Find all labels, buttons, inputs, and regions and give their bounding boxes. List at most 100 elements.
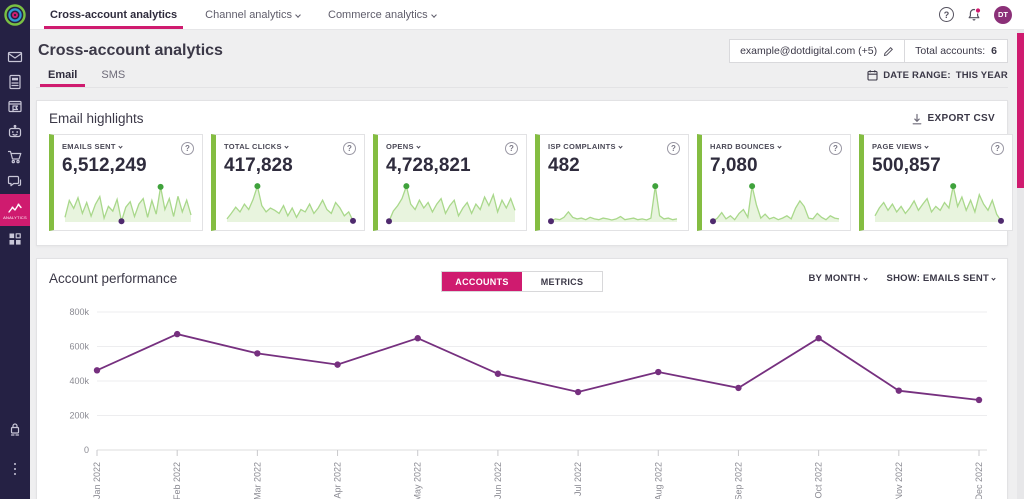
kpi-sparkline-chart [226, 183, 356, 224]
dotdigital-logo-icon[interactable] [0, 0, 30, 30]
sidebar-item-chat[interactable] [0, 169, 30, 194]
svg-text:600k: 600k [69, 342, 89, 352]
help-icon[interactable]: ? [939, 7, 954, 22]
kpi-label-text: HARD BOUNCES [710, 142, 775, 151]
svg-text:800k: 800k [69, 307, 89, 317]
kpi-help-icon[interactable]: ? [505, 142, 518, 155]
account-selector[interactable]: example@dotdigital.com (+5) [730, 40, 904, 62]
kpi-sparkline-chart [64, 183, 192, 225]
svg-text:May 2022: May 2022 [413, 462, 423, 499]
kpi-label-text: TOTAL CLICKS [224, 142, 282, 151]
edit-pencil-icon[interactable] [883, 46, 894, 57]
sidebar-item-analytics[interactable]: ANALYTICS [0, 194, 30, 226]
date-range-label: DATE RANGE: [883, 69, 951, 81]
calendar-icon [867, 70, 878, 81]
section-title-account-performance: Account performance [49, 271, 178, 286]
account-selector-value: example@dotdigital.com (+5) [740, 45, 878, 57]
kpi-card: HARD BOUNCES ? 7,080 [697, 134, 851, 231]
sidebar-item-account[interactable] [0, 409, 30, 449]
total-accounts-label: Total accounts: [915, 45, 986, 57]
kpi-help-icon[interactable]: ? [343, 142, 356, 155]
date-range-selector[interactable]: DATE RANGE: THIS YEAR [867, 69, 1008, 87]
export-csv-button[interactable]: EXPORT CSV [911, 113, 995, 125]
kpi-metric-dropdown[interactable]: OPENS [386, 142, 421, 151]
chevron-down-icon [118, 144, 123, 149]
kpi-sparkline-chart [874, 183, 1004, 224]
dashboards-icon [9, 232, 21, 245]
more-options-icon [14, 463, 16, 475]
tab-label: Cross-account analytics [50, 8, 178, 21]
sidebar-item-pages[interactable] [0, 69, 30, 94]
automation-icon [8, 100, 22, 112]
notifications-bell-icon[interactable] [966, 6, 982, 23]
tab-channel-analytics[interactable]: Channel analytics [191, 0, 314, 29]
kpi-help-icon[interactable]: ? [991, 142, 1004, 155]
tab-email[interactable]: Email [36, 69, 89, 87]
kpi-label-text: PAGE VIEWS [872, 142, 922, 151]
kpi-sparkline-chart [386, 183, 516, 225]
tab-label: Channel analytics [205, 8, 292, 21]
chevron-down-icon [924, 144, 929, 149]
chevron-down-icon [862, 276, 868, 281]
chevron-down-icon [295, 11, 301, 18]
toggle-metrics-button[interactable]: METRICS [522, 272, 602, 291]
export-download-icon [912, 113, 921, 124]
sidebar-item-more[interactable] [0, 449, 30, 489]
sidebar-item-automation[interactable] [0, 94, 30, 119]
export-csv-label: EXPORT CSV [927, 113, 995, 124]
kpi-card: OPENS ? 4,728,821 [373, 134, 527, 231]
total-accounts-value: 6 [991, 45, 997, 57]
scrollbar-thumb[interactable] [1017, 33, 1024, 188]
kpi-metric-dropdown[interactable]: ISP COMPLAINTS [548, 142, 623, 151]
kpi-value: 4,728,821 [386, 155, 471, 176]
section-title-email-highlights: Email highlights [49, 111, 144, 126]
kpi-help-icon[interactable]: ? [181, 142, 194, 155]
email-icon [7, 51, 23, 62]
kpi-metric-dropdown[interactable]: HARD BOUNCES [710, 142, 782, 151]
svg-text:Nov 2022: Nov 2022 [894, 462, 904, 499]
chevron-down-icon [618, 144, 623, 149]
chevron-down-icon [991, 276, 996, 281]
account-selector-box: example@dotdigital.com (+5) Total accoun… [729, 39, 1008, 63]
kpi-card: TOTAL CLICKS ? 417,828 [211, 134, 365, 231]
chatbot-icon [8, 124, 22, 137]
sidebar-item-commerce[interactable] [0, 144, 30, 169]
tab-label: Email [48, 69, 78, 81]
kpi-value: 7,080 [710, 155, 758, 176]
kpi-value: 417,828 [224, 155, 293, 176]
analytics-nav-tabs: Cross-account analytics Channel analytic… [36, 0, 450, 29]
tab-cross-account-analytics[interactable]: Cross-account analytics [36, 0, 191, 29]
account-performance-line-chart[interactable]: 0 200k 400k 600k 800k Jan 2022 Feb 2022 Mar 202… [49, 292, 997, 499]
sidebar-item-chatbot[interactable] [0, 119, 30, 144]
tab-commerce-analytics[interactable]: Commerce analytics [314, 0, 450, 29]
kpi-help-icon[interactable]: ? [829, 142, 842, 155]
chevron-down-icon [430, 11, 437, 18]
svg-text:0: 0 [84, 445, 89, 455]
kpi-label-text: ISP COMPLAINTS [548, 142, 616, 151]
by-month-dropdown[interactable]: BY MONTH [808, 273, 868, 284]
kpi-help-icon[interactable]: ? [667, 142, 680, 155]
email-highlights-section: Email highlights EXPORT CSV EMAILS SENT … [36, 100, 1013, 246]
kpi-card: ISP COMPLAINTS ? 482 [535, 134, 689, 231]
toggle-accounts-button[interactable]: ACCOUNTS [442, 272, 522, 291]
kpi-value: 6,512,249 [62, 155, 147, 176]
svg-text:Sep 2022: Sep 2022 [733, 462, 743, 499]
kpi-metric-dropdown[interactable]: EMAILS SENT [62, 142, 123, 151]
kpi-metric-dropdown[interactable]: TOTAL CLICKS [224, 142, 289, 151]
account-performance-section: Account performance ACCOUNTS METRICS BY … [36, 258, 1008, 499]
tab-label: SMS [101, 69, 126, 81]
svg-text:Dec 2022: Dec 2022 [974, 462, 984, 499]
sidebar-item-dashboards[interactable] [0, 226, 30, 251]
show-metric-dropdown[interactable]: SHOW: EMAILS SENT [887, 273, 996, 284]
user-avatar[interactable]: DT [994, 5, 1012, 24]
chevron-down-icon [777, 144, 782, 149]
kpi-card: EMAILS SENT ? 6,512,249 [49, 134, 203, 231]
tab-sms[interactable]: SMS [89, 69, 137, 87]
sidebar-item-email[interactable] [0, 44, 30, 69]
pages-icon [9, 74, 21, 89]
scrollbar-track[interactable] [1017, 30, 1024, 499]
accounts-metrics-toggle: ACCOUNTS METRICS [441, 271, 603, 292]
kpi-label-text: OPENS [386, 142, 414, 151]
kpi-metric-dropdown[interactable]: PAGE VIEWS [872, 142, 929, 151]
kpi-sparkline-chart [548, 183, 678, 225]
